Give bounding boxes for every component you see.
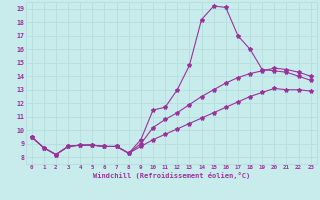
X-axis label: Windchill (Refroidissement éolien,°C): Windchill (Refroidissement éolien,°C) (92, 172, 250, 179)
